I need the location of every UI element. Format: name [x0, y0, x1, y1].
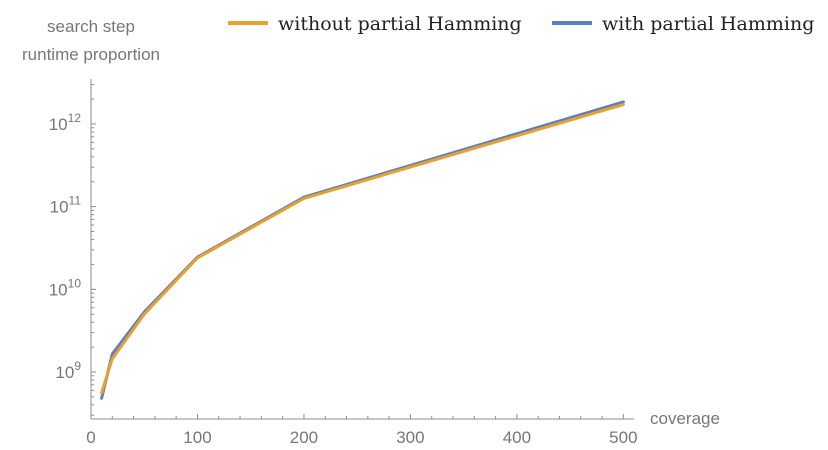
series-line-without-partial-hamming	[100, 103, 625, 395]
y-axis-title-line: search step	[47, 17, 135, 36]
x-tick-label: 200	[290, 428, 318, 447]
axes: 0 100 200 300 400 500 coverage 109 1010 1011 1012	[49, 79, 720, 447]
legend: without partial Hamming with partial Hamm…	[228, 13, 814, 35]
y-tick-label: 109	[55, 359, 81, 382]
x-tick-label: 400	[503, 428, 531, 447]
series-line-with-partial-hamming	[100, 100, 625, 400]
y-tick-label: 1010	[49, 276, 82, 299]
x-tick-label: 300	[396, 428, 424, 447]
y-tick-label: 1012	[49, 111, 82, 134]
x-tick-label: 100	[183, 428, 211, 447]
legend-entry: without partial Hamming	[278, 13, 522, 35]
y-axis-label: search step runtime proportion	[22, 17, 160, 64]
x-axis-title: coverage	[650, 409, 720, 428]
x-tick-label: 0	[86, 428, 95, 447]
y-tick-label: 1011	[50, 194, 82, 217]
x-tick-label: 500	[609, 428, 637, 447]
legend-entry: with partial Hamming	[602, 13, 814, 35]
series-lines	[100, 100, 625, 400]
y-axis-title-line: runtime proportion	[22, 45, 160, 64]
